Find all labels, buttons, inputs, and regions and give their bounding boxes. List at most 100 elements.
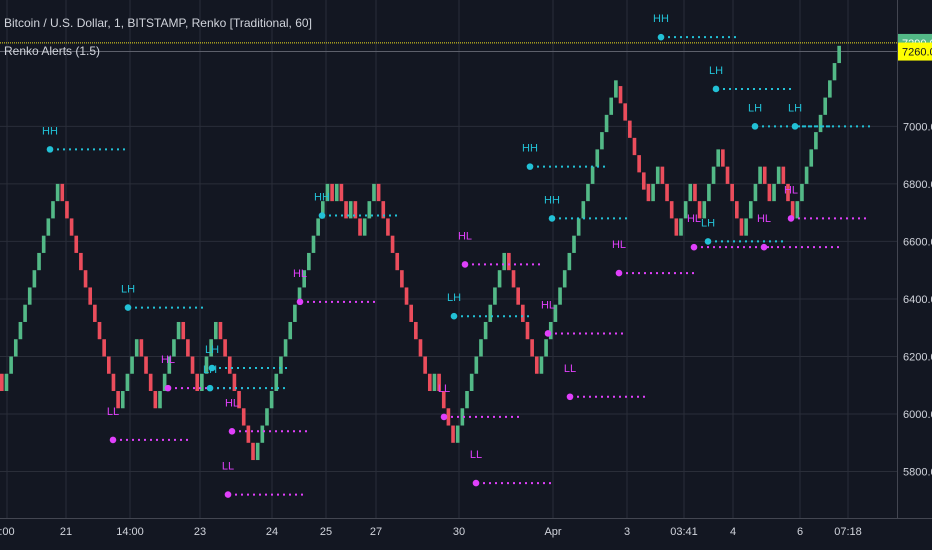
pivot-label: LL <box>222 461 234 473</box>
renko-brick-down <box>427 373 432 392</box>
indicator-legend[interactable]: Renko Alerts (1.5) <box>4 44 101 58</box>
time-tick-label: 07:18 <box>834 526 862 538</box>
renko-brick-up <box>479 339 483 357</box>
time-tick-label: :00 <box>0 526 15 538</box>
pivot-dot <box>760 243 768 251</box>
renko-brick-down <box>218 321 223 340</box>
time-axis[interactable]: :00 21 14:00 23 24 25 27 30 Apr 3 03:41 4 6 07:18 <box>0 526 862 538</box>
renko-brick-down <box>74 235 79 253</box>
renko-brick-up <box>679 218 683 236</box>
renko-brick-up <box>604 114 609 133</box>
renko-brick-down <box>330 183 334 202</box>
renko-brick-down <box>344 201 348 219</box>
price-badge-label: 7260.00 <box>902 47 932 59</box>
pivot-dot <box>461 261 469 268</box>
pivot-dot <box>46 146 54 153</box>
pivot-label: LH <box>748 102 762 114</box>
renko-brick-down <box>153 391 158 409</box>
pivot-dot <box>657 33 665 41</box>
renko-brick-down <box>251 442 255 461</box>
pivot-dot <box>208 364 216 372</box>
renko-brick-up <box>553 304 558 322</box>
renko-brick-up <box>558 287 562 305</box>
pivot-dot <box>124 304 132 311</box>
renko-brick-up <box>176 321 181 340</box>
pivot-label: HH <box>42 125 58 137</box>
renko-brick-up <box>204 356 209 374</box>
renko-brick-up <box>9 356 13 374</box>
renko-brick-down <box>781 166 786 184</box>
pivot-label: HH <box>653 13 669 25</box>
renko-brick-up <box>753 183 758 202</box>
renko-brick-down <box>441 391 446 409</box>
renko-brick-up <box>288 321 293 340</box>
renko-brick-down <box>739 218 744 236</box>
pivot-dot <box>228 427 236 435</box>
pivot-dot <box>690 243 698 251</box>
renko-brick-up <box>134 339 139 357</box>
renko-brick-up <box>474 356 479 374</box>
time-tick-label: 14:00 <box>116 526 144 538</box>
renko-brick-up <box>120 391 125 409</box>
renko-brick-up <box>814 132 818 150</box>
renko-brick-down <box>418 339 423 357</box>
renko-brick-up <box>293 304 297 322</box>
renko-brick-down <box>0 373 4 392</box>
renko-brick-down <box>395 252 400 271</box>
price-axis[interactable]: 5800.00 6000.00 6200.00 6400.00 6600.00 6800.… <box>903 121 932 478</box>
renko-brick-down <box>646 183 651 202</box>
time-tick-label: Apr <box>544 526 561 538</box>
time-tick-label: 3 <box>624 526 630 538</box>
renko-brick-down <box>665 183 669 202</box>
renko-brick-down <box>637 155 641 173</box>
pivot-label: LL <box>564 363 576 375</box>
renko-brick-down <box>632 137 637 156</box>
renko-brick-up <box>316 218 320 236</box>
renko-brick-up <box>702 201 707 219</box>
renko-brick-up <box>688 183 693 202</box>
renko-brick-down <box>446 408 451 426</box>
renko-brick-up <box>311 235 316 253</box>
renko-brick-down <box>232 373 237 392</box>
renko-brick-up <box>37 252 41 271</box>
pivot-label: HL <box>458 230 472 242</box>
renko-brick-down <box>674 218 679 236</box>
renko-brick-down <box>730 183 734 202</box>
price-tick-label: 6400.00 <box>903 294 932 306</box>
renko-brick-up <box>4 373 9 392</box>
renko-brick-up <box>334 183 339 202</box>
pivot-dot <box>164 384 172 392</box>
pivot-label: HL <box>225 397 239 409</box>
renko-brick-up <box>302 270 307 288</box>
renko-brick-down <box>767 183 772 202</box>
pivot-dot <box>751 123 759 130</box>
pivot-dot <box>296 298 304 306</box>
renko-brick-down <box>697 201 702 219</box>
renko-brick-up <box>125 373 130 392</box>
renko-brick-down <box>353 201 358 219</box>
pivot-label: LH <box>701 217 715 229</box>
renko-brick-down <box>148 373 153 392</box>
renko-brick-down <box>660 166 665 184</box>
pivot-dot <box>544 330 552 337</box>
renko-brick-up <box>455 425 460 443</box>
pivot-label: HH <box>544 194 560 206</box>
renko-brick-down <box>237 391 241 409</box>
renko-brick-down <box>623 103 627 121</box>
renko-brick-down <box>409 304 413 322</box>
renko-brick-down <box>186 339 190 357</box>
renko-brick-down <box>390 235 395 253</box>
pivot-label: LL <box>470 449 482 461</box>
pivot-label: LH <box>205 344 219 356</box>
pivot-dot <box>440 413 448 421</box>
price-tick-label: 6200.00 <box>903 351 932 363</box>
renko-brick-down <box>88 287 93 305</box>
renko-brick-up <box>320 201 325 219</box>
renko-brick-down <box>511 270 516 288</box>
pivot-label: LH <box>203 364 217 376</box>
renko-brick-down <box>525 321 530 340</box>
renko-brick-down <box>516 287 520 305</box>
renko-brick-up <box>460 408 465 426</box>
renko-brick-down <box>641 172 646 190</box>
